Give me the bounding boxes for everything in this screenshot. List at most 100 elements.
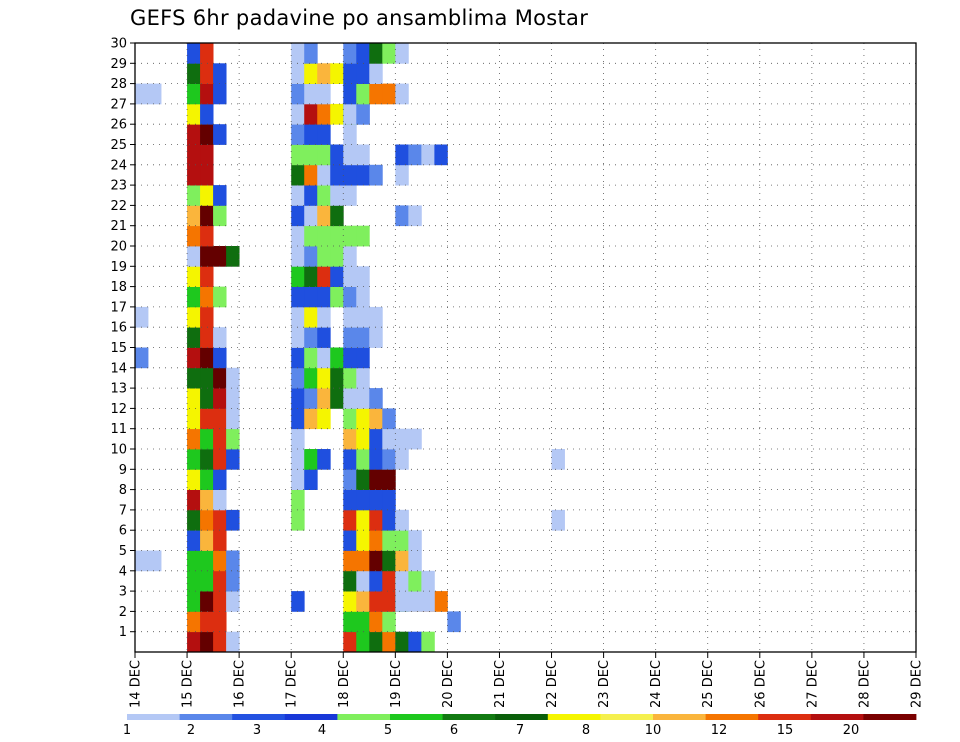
y-tick-label: 9 [119, 463, 127, 478]
heatmap-cell [408, 550, 422, 572]
heatmap-cell [343, 266, 357, 287]
legend-label: 7 [516, 723, 524, 738]
heatmap-cell [135, 83, 149, 105]
heatmap-cell [200, 408, 214, 430]
x-tick-label: 26 DEC [753, 660, 768, 708]
y-tick-label: 18 [110, 280, 127, 295]
heatmap-cell [356, 591, 370, 612]
heatmap-cell [343, 489, 357, 511]
heatmap-cell [291, 225, 305, 247]
heatmap-cell [343, 550, 357, 572]
heatmap-cell [187, 124, 201, 145]
x-axis: 14 DEC 15 DEC 16 DEC 17 DEC 18 DEC 19 DEC 20 D… [129, 652, 925, 708]
heatmap-cell [421, 144, 435, 166]
heatmap-cell [291, 306, 305, 328]
heatmap-cell [187, 266, 201, 287]
heatmap-cell [382, 530, 396, 551]
heatmap-cell [200, 266, 214, 287]
heatmap-cell [356, 266, 370, 287]
heatmap-cell [382, 611, 396, 633]
legend-label: 15 [777, 723, 794, 738]
heatmap-cell [200, 530, 214, 551]
heatmap-cell [356, 306, 370, 328]
heatmap-cell [226, 550, 240, 572]
heatmap-cell [356, 327, 370, 348]
heatmap-cell [200, 63, 214, 84]
heatmap-cell [317, 286, 331, 308]
heatmap-cell [317, 306, 331, 328]
heatmap-cell [304, 388, 318, 409]
y-tick-label: 13 [110, 382, 127, 397]
legend-color-swatch [284, 714, 338, 720]
legend-label: 1 [123, 723, 131, 738]
heatmap-cell [330, 246, 344, 267]
legend-label: 3 [253, 723, 261, 738]
heatmap-cell [356, 408, 370, 430]
heatmap-cell [369, 530, 383, 551]
y-tick-label: 12 [110, 402, 127, 417]
heatmap-cell [421, 570, 435, 592]
heatmap-cell [356, 388, 370, 409]
x-tick-label: 25 DEC [701, 660, 716, 708]
x-tick-label: 17 DEC [285, 660, 300, 708]
legend-color-swatch [758, 714, 812, 720]
heatmap-cell [317, 185, 331, 206]
heatmap-cell [317, 327, 331, 348]
heatmap-cell [304, 449, 318, 470]
heatmap-cell [343, 631, 357, 653]
heatmap-cell [408, 591, 422, 612]
heatmap-cell [187, 489, 201, 511]
heatmap-cell [226, 449, 240, 470]
heatmap-cell [382, 469, 396, 490]
y-tick-label: 6 [119, 524, 127, 539]
y-tick-label: 14 [110, 361, 127, 376]
heatmap-cell [395, 530, 409, 551]
heatmap-cell [200, 428, 214, 450]
heatmap-cell [187, 449, 201, 470]
heatmap-cell [317, 347, 331, 369]
heatmap-cell [291, 246, 305, 267]
heatmap-cell [369, 327, 383, 348]
heatmap-cell [291, 266, 305, 287]
heatmap-cell [356, 286, 370, 308]
legend-label: 6 [450, 723, 458, 738]
heatmap-cell [343, 449, 357, 470]
heatmap-cell [226, 408, 240, 430]
heatmap-cell [304, 144, 318, 166]
heatmap-cell [200, 124, 214, 145]
heatmap-cell [304, 225, 318, 247]
legend-label: 5 [384, 723, 392, 738]
heatmap-cell [200, 631, 214, 653]
x-tick-label: 20 DEC [441, 660, 456, 708]
heatmap-cell [382, 449, 396, 470]
x-tick-label: 29 DEC [910, 660, 925, 708]
heatmap-cell [213, 367, 227, 389]
heatmap-cell [317, 388, 331, 409]
heatmap-cell [330, 367, 344, 389]
heatmap-cell [369, 469, 383, 490]
heatmap-cell [304, 164, 318, 186]
x-tick-label: 22 DEC [545, 660, 560, 708]
heatmap-cell [369, 631, 383, 653]
heatmap-cell [343, 530, 357, 551]
heatmap-cell [291, 347, 305, 369]
heatmap-cell [291, 489, 305, 511]
heatmap-cell [226, 246, 240, 267]
heatmap-cells [135, 43, 565, 653]
heatmap-cell [187, 164, 201, 186]
heatmap-cell [291, 144, 305, 166]
heatmap-cell [135, 306, 149, 328]
heatmap-cell [408, 428, 422, 450]
heatmap-cell [200, 367, 214, 389]
heatmap-cell [382, 550, 396, 572]
heatmap-cell [187, 205, 201, 227]
heatmap-cell [369, 489, 383, 511]
heatmap-cell [291, 327, 305, 348]
heatmap-cell [343, 164, 357, 186]
heatmap-cell [304, 306, 318, 328]
heatmap-cell [187, 570, 201, 592]
heatmap-cell [330, 205, 344, 227]
heatmap-cell [304, 347, 318, 369]
heatmap-cell [343, 103, 357, 125]
heatmap-cell [304, 124, 318, 145]
